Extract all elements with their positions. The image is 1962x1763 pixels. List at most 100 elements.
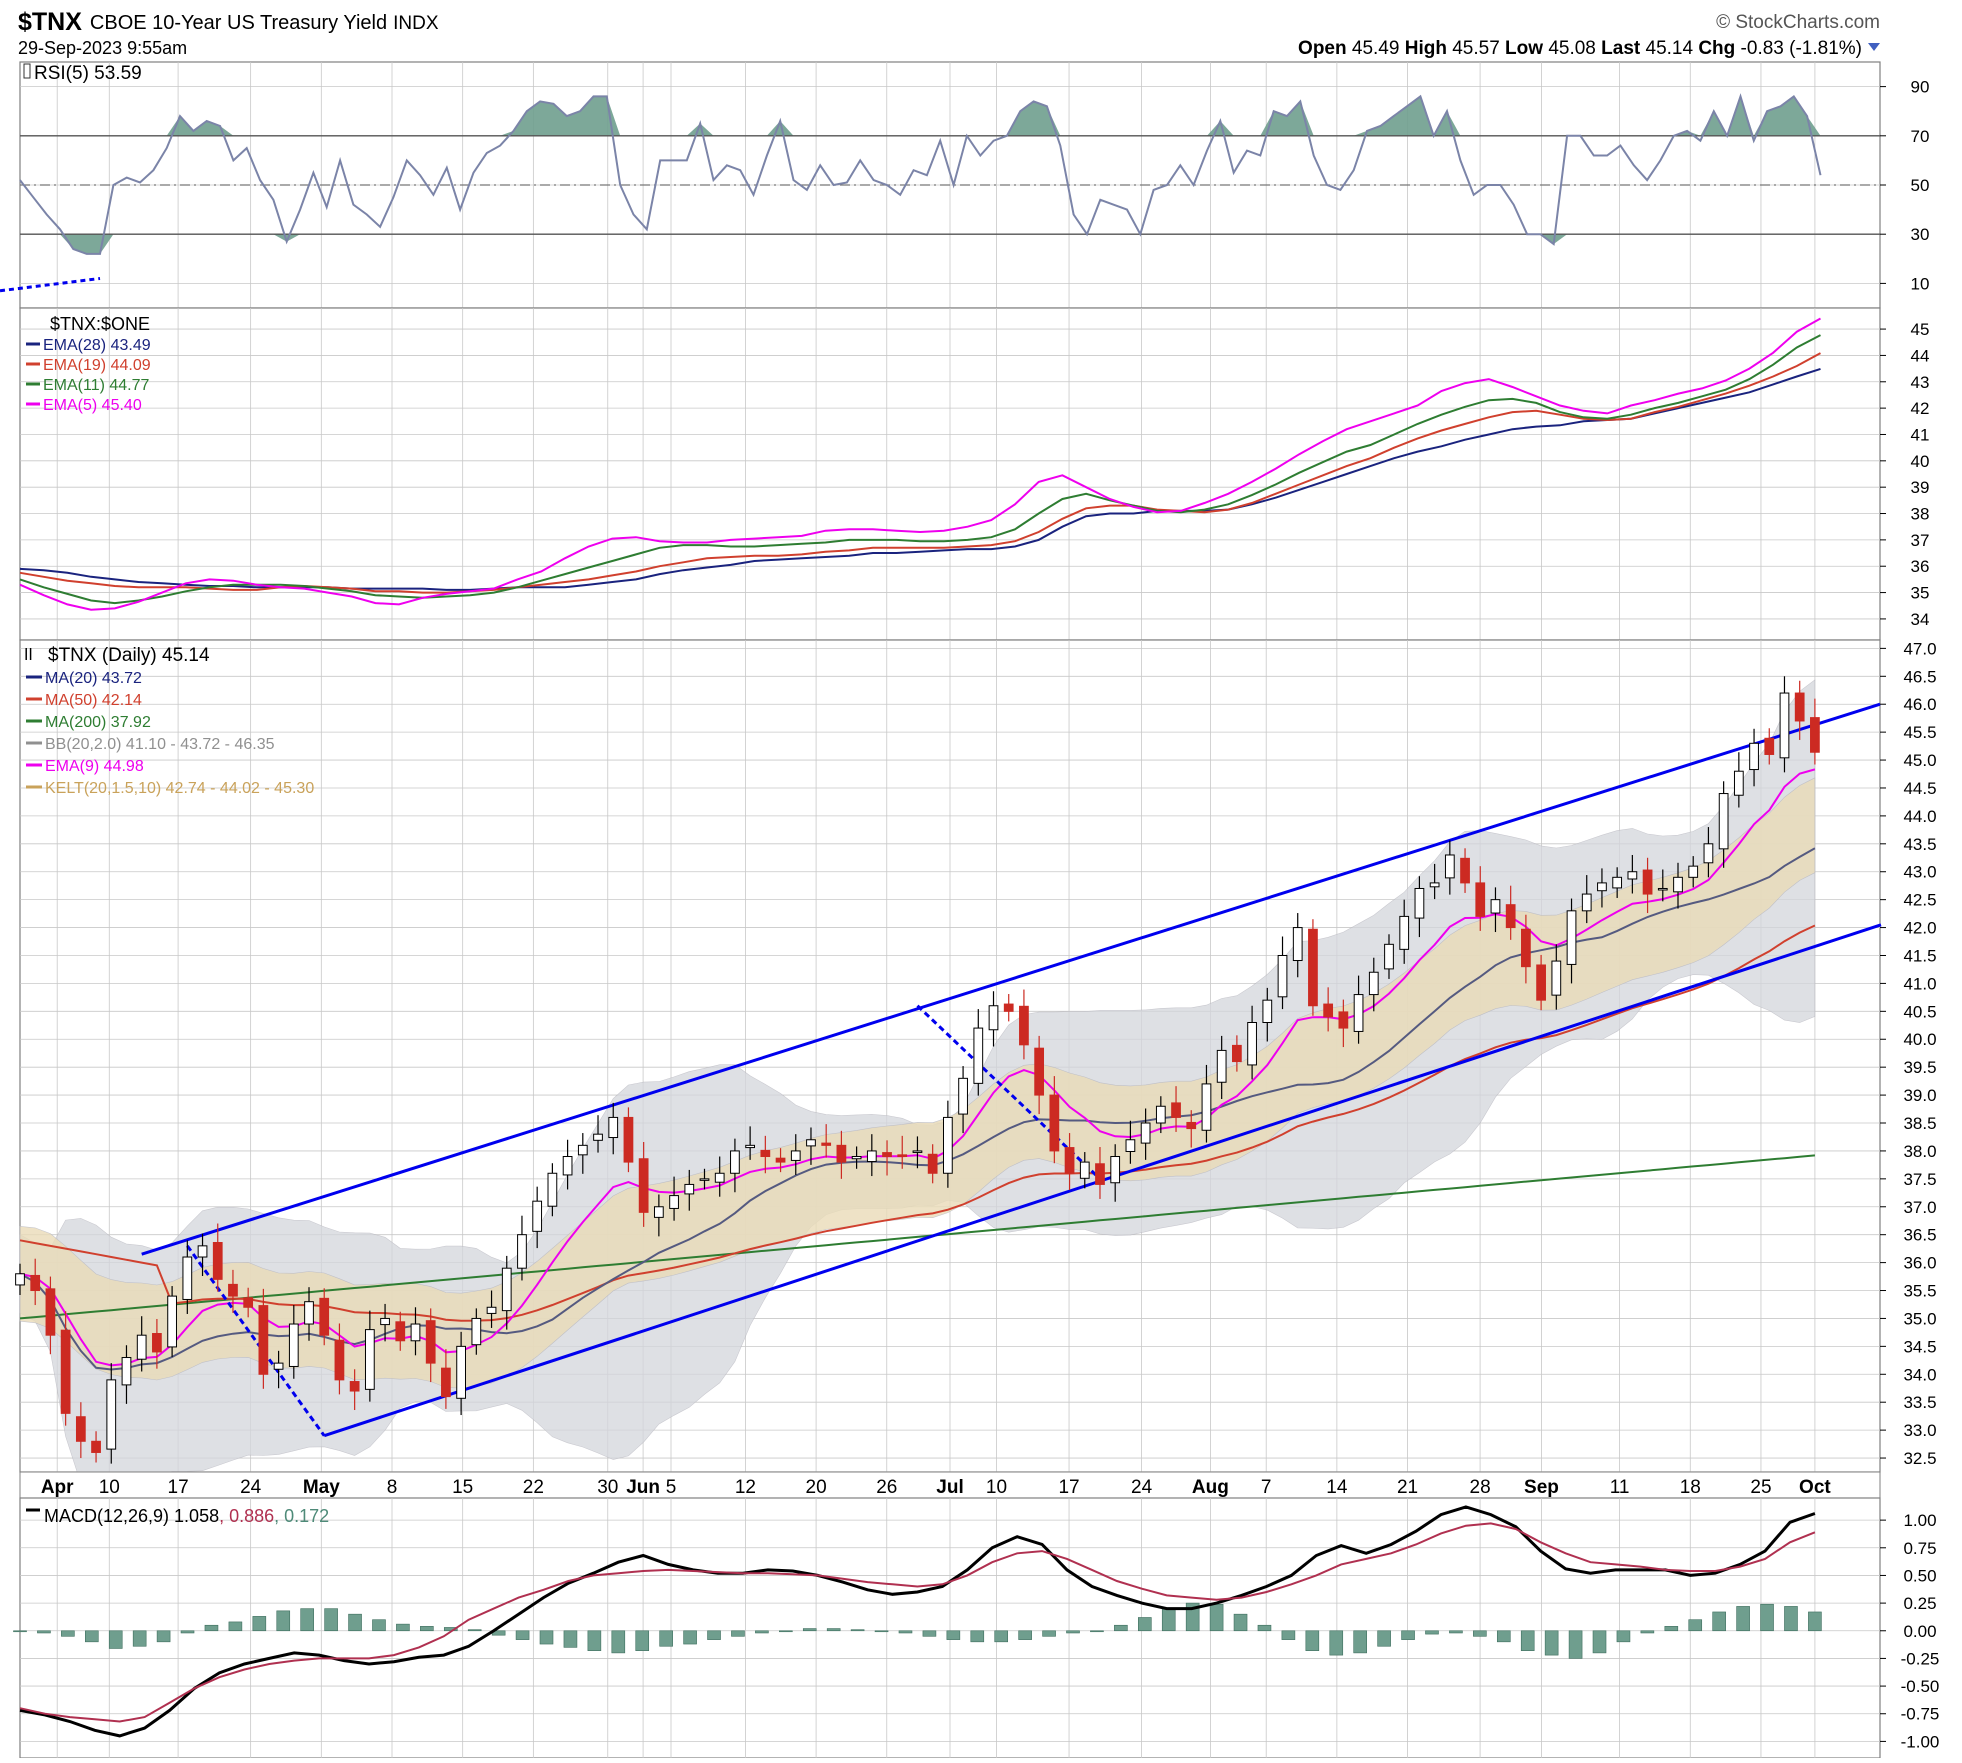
macd-histogram-bar: [922, 1630, 937, 1637]
candle-body: [882, 1152, 892, 1158]
x-tick-label: 25: [1750, 1477, 1771, 1498]
keltner-channel-area: [19, 777, 1816, 1389]
price-legend-title: $TNX (Daily) 45.14: [48, 645, 210, 666]
macd-histogram-bar: [1161, 1608, 1176, 1632]
candle-body: [1110, 1156, 1121, 1184]
macd-histogram-bar: [1496, 1630, 1511, 1643]
candle-body: [1444, 854, 1455, 879]
candle-body: [973, 1027, 984, 1084]
y-tick-label: 33.5: [1903, 1393, 1936, 1412]
macd-histogram-bar: [1401, 1630, 1415, 1640]
watermark: © StockCharts.com: [1716, 12, 1880, 33]
candle-body: [60, 1329, 71, 1414]
x-tick-label: 28: [1470, 1477, 1491, 1498]
channel-upper-line: [141, 702, 1881, 1256]
candle-body: [152, 1333, 162, 1353]
macd-histogram-bar: [1257, 1624, 1272, 1632]
candle-body: [75, 1416, 86, 1442]
y-tick-label: 41.5: [1903, 946, 1936, 965]
macd-histogram-bar: [1712, 1611, 1726, 1632]
macd-histogram-bar: [1616, 1630, 1631, 1643]
candle-body: [1810, 717, 1820, 753]
candle-body: [1794, 692, 1805, 722]
candle-body: [136, 1334, 147, 1360]
y-tick-label: 30: [1911, 225, 1930, 244]
macd-histogram-bar: [1042, 1630, 1056, 1637]
candle-body: [1384, 943, 1394, 970]
candle-body: [1292, 927, 1303, 962]
candle-body: [1338, 1011, 1349, 1029]
candle-body: [1308, 928, 1318, 1007]
x-tick-label: 5: [666, 1477, 677, 1498]
candle-body: [1551, 960, 1562, 996]
price-panel: 32.5 33.0 33.5 34.0 34.5 35.0 35.5 36.0 36.5 37.0…: [15, 639, 1937, 1511]
rsi-trend-line: [0, 276, 101, 293]
candle-body: [638, 1158, 649, 1213]
macd-histogram-bar: [611, 1630, 626, 1654]
candle-body: [1749, 742, 1759, 771]
x-tick-label: 24: [1131, 1477, 1153, 1498]
candle-body: [1779, 692, 1790, 759]
y-tick-label: 90: [1911, 78, 1930, 97]
macd-histogram-bar: [683, 1630, 697, 1645]
ma200-line: [19, 1154, 1815, 1320]
quote-label: High: [1399, 38, 1452, 59]
candle-body: [304, 1301, 314, 1325]
candle-body: [1262, 999, 1273, 1023]
macd-histogram-bar: [755, 1630, 769, 1634]
axis-strip: [19, 1471, 1881, 1499]
macd-histogram-bar: [707, 1630, 721, 1640]
y-tick-label: 45.5: [1903, 723, 1936, 742]
macd-histogram-bar: [1329, 1630, 1344, 1656]
candle-body: [562, 1156, 573, 1176]
candle-body: [471, 1317, 482, 1346]
macd-histogram-bar: [420, 1626, 434, 1632]
y-tick-label: 36.5: [1903, 1226, 1936, 1245]
macd-histogram-bar: [396, 1623, 410, 1632]
candle-body: [745, 1144, 756, 1149]
quote-value: 45.49: [1352, 38, 1400, 59]
candle-body: [623, 1116, 634, 1163]
candle-body: [1429, 882, 1440, 888]
candle-body: [45, 1288, 56, 1336]
macd-histogram-bar: [635, 1630, 650, 1651]
dropdown-caret-icon[interactable]: [1868, 43, 1880, 51]
candle-body: [288, 1323, 299, 1367]
macd-legend-value: , 0.886: [219, 1506, 274, 1526]
candle-body: [532, 1200, 543, 1232]
macd-histogram-bar: [1305, 1630, 1320, 1651]
macd-histogram-bar: [300, 1608, 314, 1632]
candle-body: [730, 1150, 740, 1174]
macd-legend-value: MACD(12,26,9) 1.058: [44, 1506, 219, 1526]
x-tick-label: 10: [99, 1477, 120, 1498]
y-tick-label: 46.0: [1903, 695, 1936, 714]
candle-body: [1505, 904, 1516, 929]
ema-series-line: [19, 317, 1821, 611]
candle-body: [1642, 869, 1653, 895]
price-legend-item: KELT(20,1.5,10) 42.74 - 44.02 - 45.30: [45, 780, 314, 797]
macd-histogram-bar: [276, 1610, 291, 1632]
candle-body: [1247, 1021, 1257, 1066]
candle-body: [258, 1305, 269, 1375]
candle-body: [1186, 1121, 1197, 1130]
x-tick-label: 14: [1326, 1477, 1348, 1498]
pullback-line: [916, 1004, 1102, 1180]
legend-swatch-icon: [23, 63, 31, 79]
candle-body: [1764, 737, 1775, 755]
y-tick-label: 40: [1911, 452, 1930, 471]
candle-body: [866, 1150, 877, 1163]
y-tick-label: 36: [1911, 557, 1930, 576]
x-tick-label: 7: [1261, 1477, 1272, 1498]
quote-value: -0.83 (-1.81%): [1741, 38, 1862, 59]
y-tick-label: 35: [1911, 584, 1930, 603]
y-tick-label: 35.5: [1903, 1282, 1936, 1301]
candle-body: [684, 1183, 695, 1195]
candlestick-icon: ǀǀ: [24, 645, 33, 664]
candle-body: [517, 1234, 527, 1269]
candle-body: [1034, 1047, 1045, 1096]
ratio-legend-title: $TNX:$ONE: [50, 314, 150, 334]
x-tick-label: Jun: [626, 1477, 660, 1498]
candle-body: [30, 1274, 41, 1292]
macd-histogram-bar: [228, 1621, 243, 1632]
